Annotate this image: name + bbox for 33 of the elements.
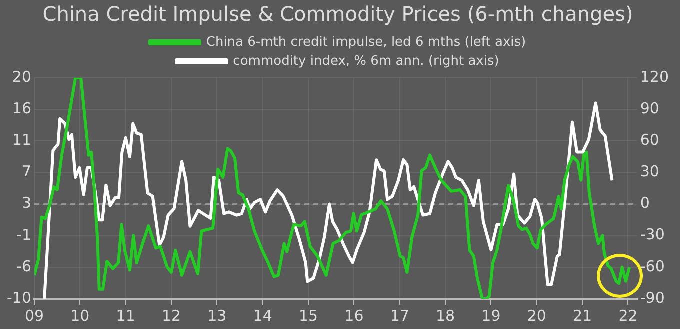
y-tick-label: -1: [16, 226, 32, 244]
y2-tick-label: -30: [640, 226, 665, 244]
y2-tick-label: 120: [640, 68, 670, 86]
y2-tick-label: 60: [640, 131, 660, 150]
x-tick-label: 11: [116, 306, 136, 325]
x-tick-label: 14: [253, 306, 272, 325]
y2-tick-label: 0: [640, 194, 650, 212]
x-tick-label: 13: [208, 306, 227, 325]
y2-tick-label: -60: [640, 257, 665, 276]
x-tick-label: 12: [162, 306, 182, 325]
x-tick-label: 10: [70, 306, 90, 325]
x-tick-label: 17: [390, 306, 410, 325]
x-tick-label: 16: [344, 306, 364, 325]
y-tick-label: 16: [12, 99, 32, 118]
x-tick-label: 18: [436, 306, 456, 325]
y-tick-label: -10: [7, 288, 32, 307]
legend-label: China 6-mth credit impulse, led 6 mths (left axis): [206, 34, 526, 50]
x-tick-label: 20: [527, 306, 546, 325]
y-tick-label: 3: [22, 194, 32, 212]
y2-tick-label: 30: [640, 162, 660, 181]
y-tick-label: -6: [16, 257, 32, 276]
y-tick-label: 20: [12, 68, 32, 86]
y-tick-label: 7: [22, 162, 32, 181]
x-tick-label: 09: [24, 306, 44, 325]
x-tick-label: 22: [618, 306, 638, 325]
chart-title: China Credit Impulse & Commodity Prices (6-mth changes): [42, 2, 634, 26]
x-tick-label: 15: [298, 306, 318, 325]
y-tick-label: 11: [12, 131, 32, 150]
y2-tick-label: 90: [640, 99, 660, 118]
legend-label: commodity index, % 6m ann. (right axis): [233, 54, 500, 69]
x-tick-label: 21: [573, 306, 592, 325]
x-tick-label: 19: [482, 306, 501, 325]
y2-tick-label: -90: [640, 288, 665, 307]
